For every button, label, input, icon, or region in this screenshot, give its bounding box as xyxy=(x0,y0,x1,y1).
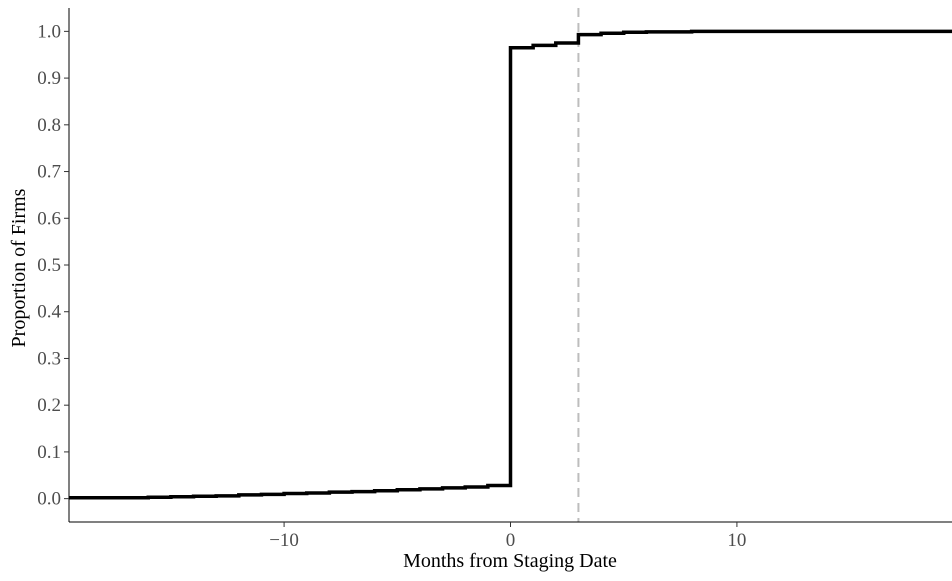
y-tick-label: 0.9 xyxy=(37,68,61,89)
plot-area xyxy=(69,8,952,522)
y-tick-label: 0.0 xyxy=(37,489,61,510)
y-tick-label: 1.0 xyxy=(37,21,61,42)
y-tick-label: 0.3 xyxy=(37,348,61,369)
ticks: 0.0 0.1 0.2 0.3 0.4 0.5 0.6 0.7 0.8 0.9 1.0 −10 0 10 xyxy=(37,21,746,551)
x-tick-label: 0 xyxy=(506,530,516,551)
y-tick-label: 0.5 xyxy=(37,255,61,276)
x-axis-title: Months from Staging Date xyxy=(403,550,617,572)
x-tick-label: 10 xyxy=(727,530,746,551)
y-tick-label: 0.1 xyxy=(37,442,61,463)
y-tick-label: 0.4 xyxy=(37,302,61,323)
y-tick-label: 0.7 xyxy=(37,162,61,183)
x-tick-label: −10 xyxy=(269,530,299,551)
y-tick-label: 0.6 xyxy=(37,208,61,229)
y-axis-title: Proportion of Firms xyxy=(8,188,30,347)
y-tick-label: 0.2 xyxy=(37,395,61,416)
y-tick-label: 0.8 xyxy=(37,115,61,136)
series-line xyxy=(69,29,952,500)
